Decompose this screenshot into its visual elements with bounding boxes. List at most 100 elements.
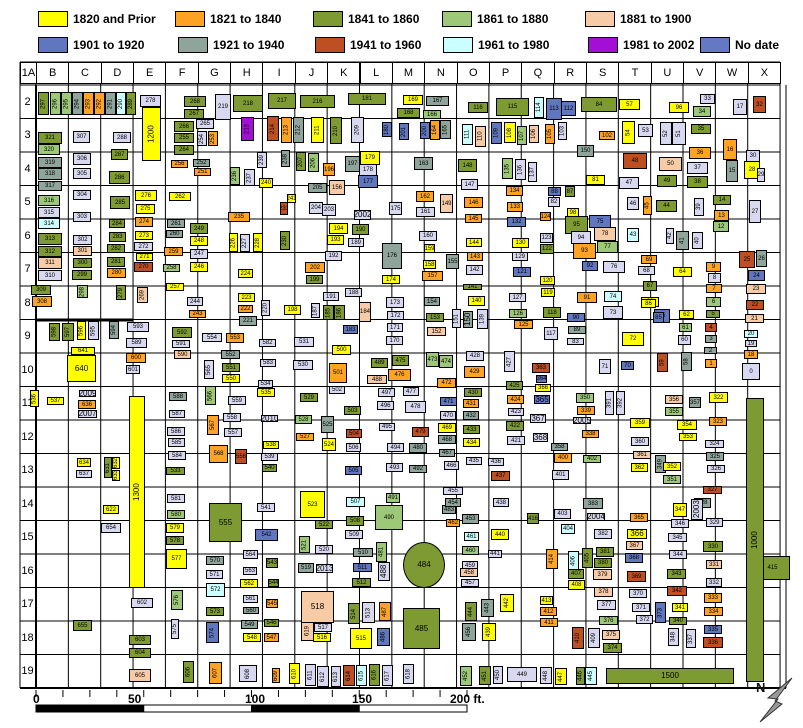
plot-box[interactable]: 7	[706, 284, 722, 293]
plot-box[interactable]: 473	[426, 352, 439, 367]
plot-box[interactable]: 520	[315, 545, 333, 554]
plot-box[interactable]: 378	[594, 587, 613, 597]
plot-box[interactable]: 530	[293, 360, 313, 370]
plot-box[interactable]: 601	[126, 365, 140, 374]
plot-box[interactable]: 144	[466, 238, 482, 247]
plot-box[interactable]: 213	[281, 117, 292, 143]
plot-box[interactable]: 150	[463, 311, 473, 328]
plot-box[interactable]: 447	[555, 668, 567, 685]
plot-box[interactable]: 255	[174, 133, 194, 143]
plot-box[interactable]: 92	[582, 261, 598, 271]
plot-box[interactable]: 348	[668, 628, 679, 646]
plot-box[interactable]: 513	[362, 602, 375, 623]
plot-box[interactable]: 1200	[142, 107, 161, 161]
plot-box[interactable]: 68	[638, 266, 655, 275]
plot-box[interactable]: 589	[126, 338, 147, 348]
plot-box[interactable]: 156	[329, 180, 345, 195]
plot-box[interactable]: 266	[174, 121, 194, 132]
plot-box[interactable]: 93	[573, 243, 596, 259]
plot-box[interactable]: 180	[382, 122, 392, 137]
plot-box[interactable]: 105	[545, 124, 555, 144]
plot-box[interactable]: 364	[536, 375, 547, 383]
plot-box[interactable]: 456	[462, 623, 476, 641]
plot-box[interactable]: 587	[169, 410, 185, 418]
plot-box[interactable]: 502	[329, 386, 345, 394]
plot-box[interactable]: 442	[500, 594, 514, 612]
plot-box[interactable]: 188	[345, 288, 362, 297]
plot-box[interactable]: 461	[464, 532, 479, 541]
plot-box[interactable]: 134	[506, 186, 523, 196]
plot-box[interactable]: 478	[405, 401, 426, 413]
plot-box[interactable]: 506	[346, 443, 361, 452]
plot-box[interactable]: 179	[360, 151, 380, 165]
plot-box[interactable]: 0	[742, 363, 760, 380]
plot-box[interactable]: 610	[289, 663, 300, 684]
plot-box[interactable]: 633	[112, 470, 120, 481]
plot-box[interactable]: 322	[709, 392, 728, 403]
plot-box[interactable]: 70	[621, 361, 634, 370]
plot-box[interactable]: 215	[241, 117, 254, 141]
plot-box[interactable]: 474	[439, 355, 453, 368]
plot-box[interactable]: 202	[305, 262, 325, 273]
plot-box[interactable]: 112	[561, 101, 576, 116]
plot-box[interactable]: 521	[299, 536, 310, 553]
plot-box[interactable]: 495	[379, 423, 395, 431]
plot-box[interactable]: 29	[757, 168, 765, 182]
plot-box[interactable]: 130	[512, 238, 529, 248]
plot-box[interactable]: 106	[529, 125, 539, 143]
plot-box[interactable]: 52	[660, 122, 672, 145]
plot-box[interactable]: 365	[534, 395, 550, 404]
plot-box[interactable]: 441	[488, 550, 502, 558]
plot-box[interactable]: 512	[352, 578, 371, 587]
plot-box[interactable]: 376	[599, 616, 618, 625]
plot-box[interactable]: 276	[135, 190, 157, 201]
plot-box[interactable]: 230	[280, 231, 290, 250]
plot-box[interactable]: 169	[403, 95, 423, 105]
plot-box[interactable]: 382	[594, 529, 612, 539]
plot-box[interactable]: 151	[452, 309, 461, 328]
plot-box[interactable]: 508	[346, 516, 364, 526]
plot-box[interactable]: 249	[190, 223, 208, 234]
plot-box[interactable]: 340	[669, 617, 687, 625]
plot-box[interactable]: 368	[625, 553, 643, 563]
plot-box[interactable]: 57	[619, 99, 640, 110]
plot-box[interactable]: 35	[691, 124, 711, 134]
plot-box[interactable]: 524	[322, 438, 336, 451]
plot-box[interactable]: 19	[745, 340, 757, 347]
plot-box[interactable]: 410	[572, 627, 584, 649]
plot-box[interactable]: 15	[726, 160, 738, 182]
plot-box[interactable]: 123	[540, 233, 553, 243]
plot-box[interactable]: 606	[183, 661, 194, 683]
plot-box[interactable]: 504	[346, 429, 362, 438]
plot-box[interactable]: 238	[281, 150, 290, 167]
plot-box[interactable]: 239	[257, 152, 267, 168]
plot-box[interactable]: 172	[387, 311, 404, 320]
plot-box[interactable]: 109	[491, 122, 502, 144]
plot-box[interactable]: 634	[77, 458, 91, 467]
plot-box[interactable]: 406	[568, 551, 579, 571]
plot-box[interactable]: 192	[325, 251, 342, 261]
plot-box[interactable]: 542	[255, 529, 278, 541]
plot-box[interactable]: 546	[264, 619, 279, 627]
plot-box[interactable]: 370	[629, 589, 647, 598]
plot-box[interactable]: 129	[512, 252, 528, 261]
plot-box[interactable]: 87	[565, 186, 575, 197]
plot-box[interactable]: 88	[548, 187, 561, 196]
plot-box[interactable]: 438	[493, 498, 509, 507]
plot-box[interactable]: 590	[174, 350, 191, 359]
plot-box[interactable]: 585	[168, 438, 185, 447]
plot-box[interactable]: 21	[745, 314, 764, 323]
plot-box[interactable]: 254	[197, 131, 207, 146]
plot-box[interactable]: 73	[603, 306, 623, 319]
plot-box[interactable]: 2002	[354, 210, 371, 220]
plot-box[interactable]: 496	[377, 401, 394, 410]
plot-box[interactable]: 86	[641, 299, 656, 308]
plot-box[interactable]: 278	[140, 95, 161, 107]
plot-box[interactable]: 543	[266, 558, 278, 568]
plot-box[interactable]: 241	[287, 194, 296, 203]
plot-box[interactable]: 289	[126, 92, 136, 115]
plot-box[interactable]: 573	[206, 607, 224, 616]
plot-box[interactable]: 509	[345, 530, 363, 539]
plot-box[interactable]: 471	[440, 397, 457, 406]
plot-box[interactable]: 416	[527, 513, 539, 524]
